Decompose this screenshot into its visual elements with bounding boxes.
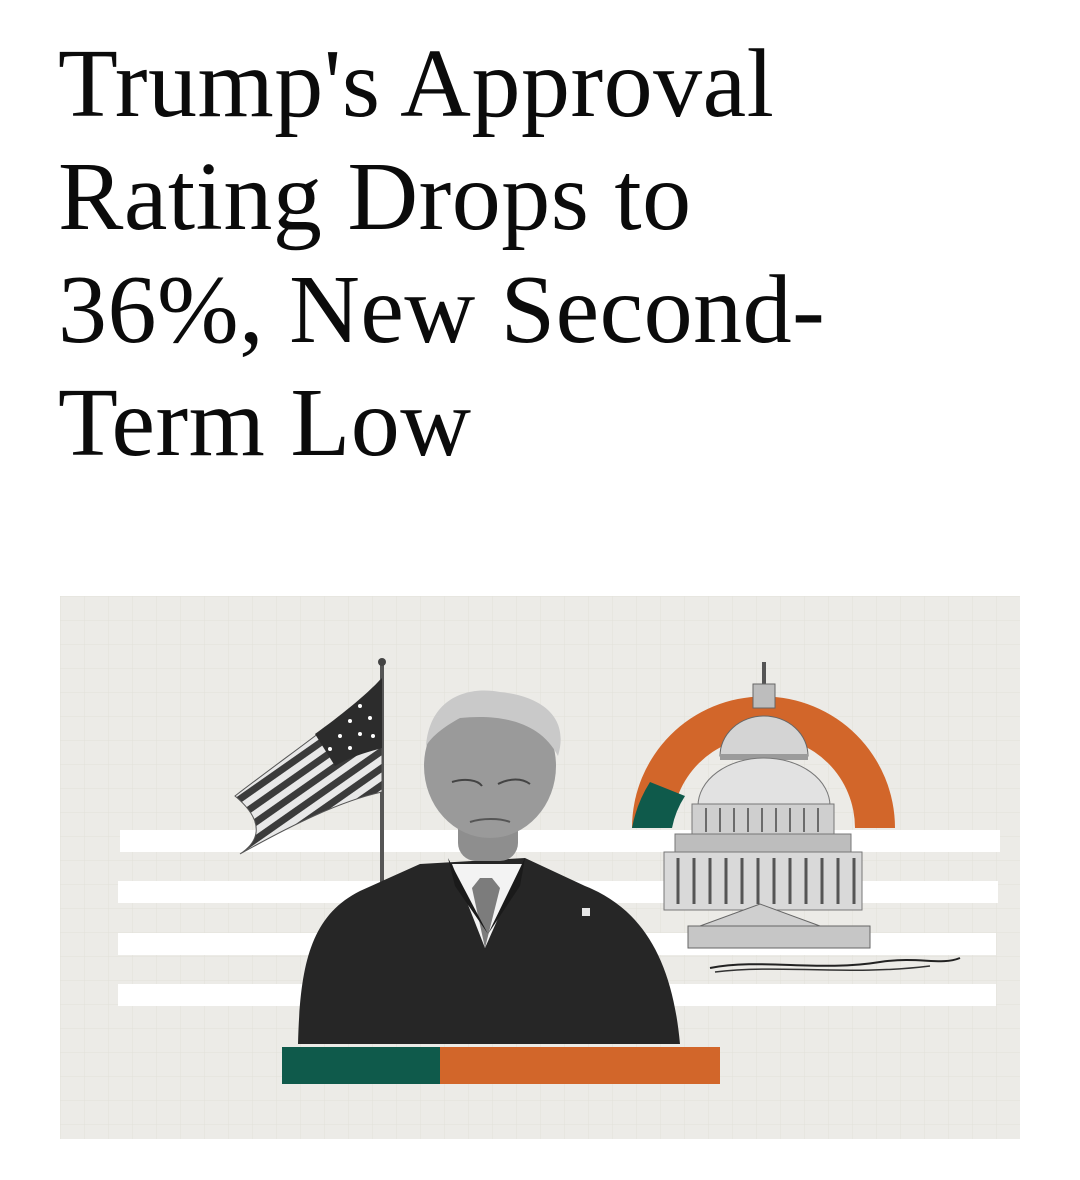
hero-illustration xyxy=(60,596,1020,1139)
headline-line: Term Low xyxy=(58,369,472,477)
headline-line: 36%, New Second- xyxy=(58,256,826,364)
white-bar xyxy=(120,830,1000,852)
headline-line: Trump's Approval xyxy=(58,30,775,138)
article-headline: Trump's Approval Rating Drops to 36%, Ne… xyxy=(58,28,1048,480)
lapel-pin-icon xyxy=(582,908,590,916)
gauge-approve-arc xyxy=(632,782,685,828)
hero-illustration-svg xyxy=(60,596,1020,1139)
american-flag-icon xyxy=(234,658,386,884)
headline-line: Rating Drops to xyxy=(58,143,692,251)
approval-bar-disapprove xyxy=(440,1047,720,1084)
gauge-disapprove-arc xyxy=(632,696,895,828)
politician-portrait xyxy=(298,690,680,1044)
approval-bar-approve xyxy=(282,1047,440,1084)
approval-gauge xyxy=(632,696,895,828)
approval-bar xyxy=(282,1047,720,1084)
capitol-building-icon xyxy=(663,662,961,973)
